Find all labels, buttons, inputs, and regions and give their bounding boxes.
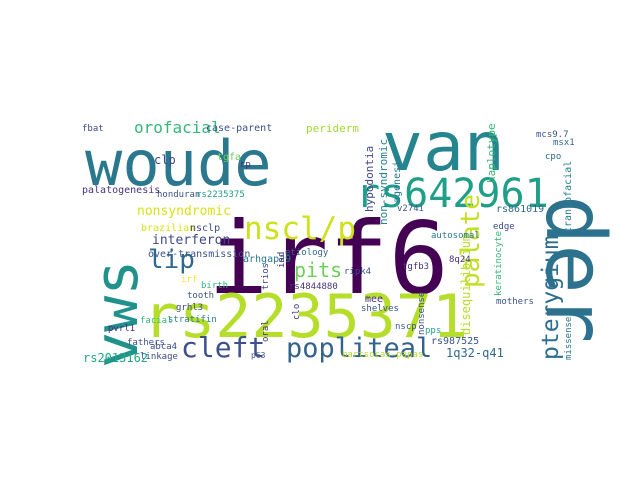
cloud-word: rs642961 bbox=[356, 171, 549, 217]
cloud-word: linkage bbox=[140, 352, 178, 362]
cloud-word: fathers bbox=[127, 338, 165, 348]
cloud-word: rs4844880 bbox=[289, 282, 338, 292]
cloud-word: popliteal bbox=[286, 333, 432, 364]
cloud-word: 8q24 bbox=[449, 255, 471, 265]
cloud-word: tgfa bbox=[217, 152, 241, 163]
cloud-word: non-syndromic bbox=[377, 139, 390, 225]
cloud-word: irf bbox=[181, 275, 197, 285]
cloud-word: bartsocas-papas bbox=[342, 350, 423, 360]
cloud-word: rs861019 bbox=[496, 204, 544, 215]
cloud-word: fbat bbox=[82, 124, 104, 134]
cloud-word: mothers bbox=[496, 297, 534, 307]
cloud-word: disequilibrium bbox=[459, 234, 473, 335]
cloud-word: interferon bbox=[152, 233, 230, 248]
cloud-word: nonsyndromic bbox=[137, 204, 231, 219]
cloud-word: mcs9.7 bbox=[536, 130, 569, 140]
cloud-word: ripk4 bbox=[344, 267, 371, 277]
cloud-word: woude bbox=[85, 127, 272, 200]
cloud-word: craniofacial bbox=[563, 161, 574, 233]
cloud-word: brazilian bbox=[141, 223, 195, 234]
cloud-word: nscl/p bbox=[244, 211, 356, 247]
cloud-word: stratifin bbox=[168, 315, 217, 325]
cloud-word: over-transmission bbox=[148, 249, 250, 260]
cloud-word: clp bbox=[154, 153, 176, 167]
cloud-word: cp bbox=[240, 160, 251, 170]
cloud-word: periderm bbox=[306, 122, 359, 135]
cloud-word: pvrl1 bbox=[108, 324, 135, 334]
cloud-word: nsclp bbox=[190, 223, 220, 234]
cloud-word: tooth bbox=[187, 291, 214, 301]
cloud-word: p63 bbox=[251, 351, 266, 360]
cloud-word: van bbox=[382, 108, 505, 187]
cloud-word: msx1 bbox=[553, 138, 575, 148]
cloud-word: vws bbox=[82, 260, 152, 368]
cloud-word: shelves bbox=[361, 304, 399, 314]
cloud-word: pits bbox=[294, 258, 342, 282]
cloud-word: grhl3 bbox=[176, 303, 203, 313]
cloud-word: etiology bbox=[285, 248, 329, 258]
cloud-word: trios bbox=[261, 263, 271, 290]
cloud-word: oral bbox=[261, 320, 271, 342]
cloud-word: case-parent bbox=[206, 123, 272, 134]
cloud-word: abca4 bbox=[150, 342, 177, 352]
cloud-word: missense bbox=[564, 317, 574, 360]
cloud-word: arhgap29 bbox=[243, 254, 291, 265]
cloud-word: pterygium bbox=[538, 235, 564, 360]
cloud-word: tgfb3 bbox=[402, 262, 429, 272]
cloud-word: rs2235371 bbox=[143, 282, 468, 352]
cloud-word: facial bbox=[140, 316, 173, 326]
cloud-word: lip bbox=[148, 245, 195, 275]
cloud-word: iad bbox=[277, 252, 287, 268]
cloud-word: orofacial bbox=[134, 118, 221, 137]
cloud-word: edge bbox=[493, 222, 515, 232]
cloud-word: palate bbox=[456, 194, 486, 288]
cloud-word: v274i bbox=[397, 204, 424, 214]
cloud-word: honduran bbox=[157, 190, 200, 200]
cloud-word: autosomal bbox=[431, 231, 480, 241]
cloud-word: rs2013162 bbox=[83, 351, 148, 365]
cloud-word: keratinocyte bbox=[494, 231, 504, 296]
cloud-word: hypodontia bbox=[363, 146, 376, 212]
cloud-word: cpo bbox=[545, 152, 561, 162]
cloud-word: clo bbox=[292, 304, 302, 320]
cloud-word: cleft bbox=[181, 331, 265, 364]
cloud-word: der bbox=[527, 195, 622, 343]
cloud-word: birth bbox=[201, 281, 228, 291]
cloud-word: pps bbox=[425, 326, 441, 336]
cloud-word: rs2235375 bbox=[196, 190, 245, 200]
cloud-word: agenesis bbox=[392, 155, 403, 203]
cloud-word: haplotype bbox=[485, 123, 498, 183]
cloud-word: mee bbox=[365, 294, 383, 305]
cloud-word: palatogenesis bbox=[82, 185, 160, 196]
cloud-word: nonsense bbox=[417, 292, 427, 335]
cloud-word: rs987525 bbox=[431, 336, 479, 347]
cloud-word: nscp bbox=[395, 322, 417, 332]
cloud-word: 1q32-q41 bbox=[446, 346, 504, 360]
cloud-word: irf6 bbox=[208, 200, 449, 317]
